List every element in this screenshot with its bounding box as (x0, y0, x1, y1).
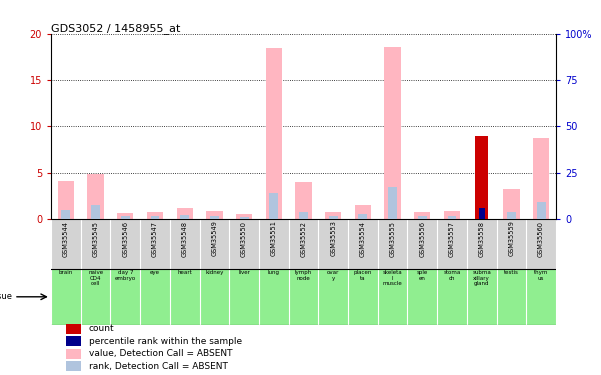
Text: liver: liver (238, 270, 250, 275)
Bar (269, 193, 278, 219)
Bar (240, 217, 249, 219)
FancyBboxPatch shape (66, 324, 81, 334)
FancyBboxPatch shape (66, 336, 81, 346)
Text: GSM35555: GSM35555 (389, 220, 395, 256)
Text: GSM35557: GSM35557 (449, 220, 455, 256)
Text: lymph
node: lymph node (295, 270, 312, 281)
Bar (295, 182, 312, 219)
Bar (418, 216, 427, 219)
Text: stoma
ch: stoma ch (444, 270, 461, 281)
Text: rank, Detection Call = ABSENT: rank, Detection Call = ABSENT (89, 362, 228, 370)
Text: GSM35553: GSM35553 (330, 220, 336, 256)
Bar (475, 136, 489, 219)
Bar (206, 211, 222, 219)
Bar (117, 213, 133, 219)
Bar (414, 211, 430, 219)
Text: sple
en: sple en (416, 270, 428, 281)
Bar (210, 216, 219, 219)
Text: GSM35556: GSM35556 (419, 220, 426, 256)
Bar (58, 181, 74, 219)
Text: GDS3052 / 1458955_at: GDS3052 / 1458955_at (51, 23, 180, 34)
Text: GSM35548: GSM35548 (182, 220, 188, 256)
Bar (533, 138, 549, 219)
Bar (266, 48, 282, 219)
Bar (151, 216, 159, 219)
Bar (503, 189, 519, 219)
Text: GSM35559: GSM35559 (508, 220, 514, 256)
Text: testis: testis (504, 270, 519, 275)
Bar (479, 208, 484, 219)
Text: placen
ta: placen ta (354, 270, 372, 281)
Bar (147, 211, 163, 219)
Text: GSM35554: GSM35554 (360, 220, 366, 256)
Bar (299, 211, 308, 219)
Text: lung: lung (268, 270, 280, 275)
Text: skeleta
l
muscle: skeleta l muscle (383, 270, 403, 286)
Bar (91, 205, 100, 219)
Bar (355, 205, 371, 219)
Bar (388, 187, 397, 219)
Text: kidney: kidney (205, 270, 224, 275)
FancyBboxPatch shape (66, 361, 81, 371)
Text: subma
xillary
gland: subma xillary gland (472, 270, 491, 286)
Bar (537, 202, 546, 219)
Text: count: count (89, 324, 115, 333)
Text: thym
us: thym us (534, 270, 548, 281)
Bar (61, 210, 70, 219)
Text: GSM35546: GSM35546 (123, 220, 129, 256)
Text: tissue: tissue (0, 292, 13, 301)
Text: GSM35544: GSM35544 (63, 220, 69, 256)
Text: day 7
embryo: day 7 embryo (115, 270, 136, 281)
Bar (236, 214, 252, 219)
Text: ovar
y: ovar y (327, 270, 340, 281)
Bar (507, 211, 516, 219)
Bar (325, 211, 341, 219)
Text: GSM35545: GSM35545 (93, 220, 99, 256)
Text: GSM35560: GSM35560 (538, 220, 544, 256)
Bar (180, 215, 189, 219)
Bar (358, 214, 367, 219)
Text: GSM35558: GSM35558 (478, 220, 484, 256)
Bar (444, 211, 460, 219)
Text: GSM35547: GSM35547 (152, 220, 158, 256)
Text: brain: brain (59, 270, 73, 275)
FancyBboxPatch shape (66, 348, 81, 359)
Text: heart: heart (177, 270, 192, 275)
Bar (177, 208, 193, 219)
Bar (329, 216, 338, 219)
Text: eye: eye (150, 270, 160, 275)
Bar (448, 216, 456, 219)
Text: percentile rank within the sample: percentile rank within the sample (89, 337, 242, 346)
Text: GSM35552: GSM35552 (300, 220, 307, 256)
Text: value, Detection Call = ABSENT: value, Detection Call = ABSENT (89, 349, 233, 358)
Text: GSM35549: GSM35549 (212, 220, 218, 256)
Bar (88, 174, 104, 219)
Bar (121, 216, 130, 219)
Text: GSM35551: GSM35551 (271, 220, 277, 256)
Text: naive
CD4
cell: naive CD4 cell (88, 270, 103, 286)
Text: GSM35550: GSM35550 (241, 220, 247, 256)
Bar (385, 47, 401, 219)
